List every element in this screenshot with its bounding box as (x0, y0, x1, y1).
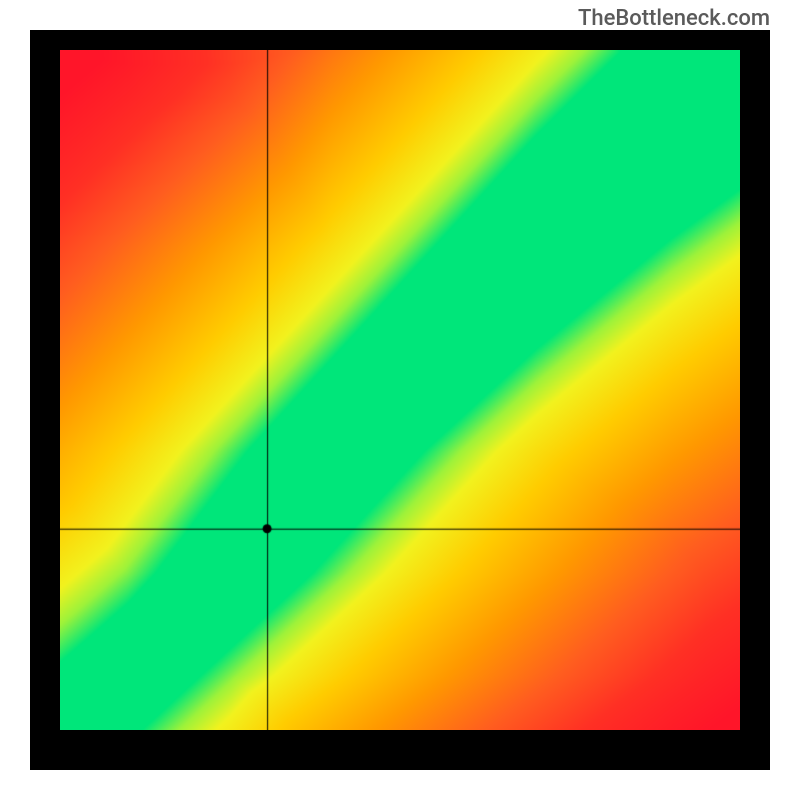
watermark-text: TheBottleneck.com (578, 6, 770, 31)
bottleneck-heatmap (60, 50, 740, 730)
heatmap-canvas (60, 50, 740, 730)
chart-frame (30, 30, 770, 770)
